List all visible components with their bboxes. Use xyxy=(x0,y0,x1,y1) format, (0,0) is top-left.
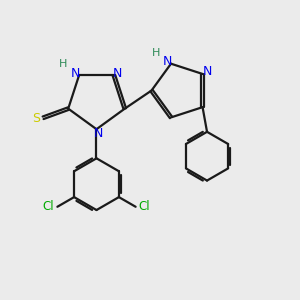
Text: N: N xyxy=(113,67,122,80)
Text: Cl: Cl xyxy=(43,200,54,213)
Text: N: N xyxy=(202,65,212,78)
Text: Cl: Cl xyxy=(139,200,150,213)
Text: H: H xyxy=(152,48,160,58)
Text: H: H xyxy=(58,59,67,69)
Text: S: S xyxy=(33,112,41,125)
Text: N: N xyxy=(163,55,172,68)
Text: N: N xyxy=(71,67,80,80)
Text: N: N xyxy=(93,127,103,140)
